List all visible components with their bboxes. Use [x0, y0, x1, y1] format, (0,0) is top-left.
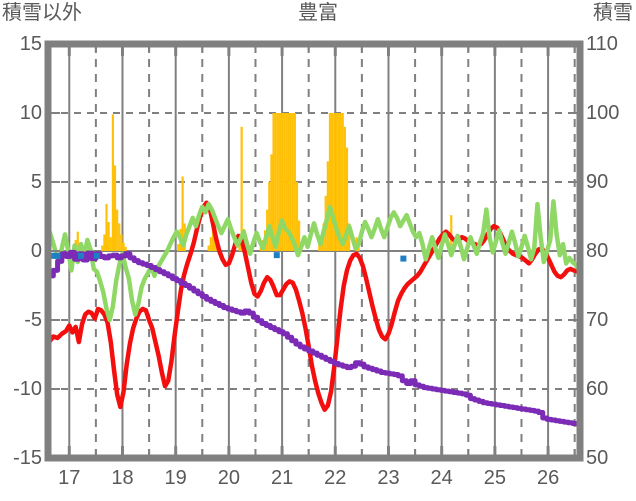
x-axis-tick-label: 25	[483, 467, 506, 489]
bar	[209, 237, 212, 251]
x-axis-tick-label: 22	[324, 467, 347, 489]
bar	[107, 222, 110, 251]
series-layer	[48, 113, 580, 427]
y2-axis-tick-label: 50	[586, 447, 609, 469]
bar	[101, 245, 104, 251]
bar	[295, 182, 299, 251]
bar	[293, 113, 296, 251]
bar	[240, 126, 243, 251]
bar	[318, 244, 321, 251]
bar	[343, 126, 346, 251]
frame-rect	[44, 40, 584, 462]
bar	[285, 113, 288, 251]
marker	[77, 252, 84, 259]
bar	[177, 244, 180, 251]
bar	[272, 113, 275, 251]
bar	[276, 113, 279, 251]
bar	[207, 245, 210, 251]
bar	[339, 113, 342, 251]
y-axis-tick-label: 0	[30, 240, 42, 262]
chart-title: 豊富	[298, 2, 338, 24]
x-axis-tick-label: 18	[111, 467, 134, 489]
y2-axis-tick-label: 70	[586, 309, 609, 331]
series-snow-depth-purple	[48, 249, 580, 427]
tick-marks	[51, 47, 577, 455]
y2-axis-tick-label: 80	[586, 240, 609, 262]
gridlines	[48, 44, 580, 458]
x-axis-tick-label: 19	[164, 467, 187, 489]
bar	[291, 113, 294, 251]
x-axis-tick-label: 21	[270, 467, 294, 489]
bar	[341, 113, 344, 251]
y-axis-tick-label: 15	[19, 33, 42, 55]
bar	[120, 234, 123, 251]
y2-axis-tick-label: 100	[586, 102, 620, 124]
series-marker-blue	[50, 252, 407, 262]
y2-axis-tick-label: 90	[586, 171, 609, 193]
bar	[76, 231, 79, 251]
bar	[337, 113, 340, 251]
bar	[333, 113, 336, 251]
bar	[287, 113, 290, 251]
marker	[273, 252, 280, 259]
bar	[213, 237, 217, 251]
y-axis-tick-label: -10	[13, 378, 42, 400]
y2-axis-tick-label: 110	[586, 33, 618, 55]
plot-frame	[44, 40, 584, 462]
x-axis-tick-label: 26	[536, 467, 560, 489]
bar	[109, 237, 112, 251]
marker	[54, 252, 61, 259]
y-axis-tick-label: 5	[30, 171, 42, 193]
right-axis-title: 積雪	[593, 2, 633, 24]
bar	[124, 246, 127, 251]
bar	[116, 209, 119, 251]
marker	[93, 252, 100, 259]
bar	[450, 215, 453, 251]
bar	[283, 113, 286, 251]
bar	[238, 242, 241, 251]
y-axis-tick-label: 10	[19, 102, 42, 124]
bar	[335, 113, 338, 251]
bar	[268, 182, 271, 251]
bar	[328, 113, 332, 251]
bar	[118, 223, 121, 251]
bar	[348, 223, 351, 251]
bar	[181, 176, 184, 251]
bar	[103, 234, 106, 251]
bar	[330, 113, 334, 251]
series-wind-green	[48, 199, 580, 323]
bar	[274, 113, 277, 251]
bar	[345, 147, 349, 251]
y-axis-tick-label: -5	[24, 309, 42, 331]
bar	[278, 113, 282, 251]
left-axis-title: 積雪以外	[2, 2, 82, 24]
bar	[298, 220, 301, 251]
marker	[400, 255, 407, 262]
y-axis-tick-label: -15	[13, 447, 42, 469]
x-axis-tick-label: 20	[217, 467, 240, 489]
bar	[122, 242, 125, 251]
bar	[211, 219, 215, 251]
x-axis-tick-label: 23	[377, 467, 400, 489]
bar	[270, 154, 273, 251]
bar	[113, 165, 117, 251]
x-axis-tick-label: 17	[58, 467, 81, 489]
bar	[105, 204, 108, 251]
bar	[289, 113, 292, 251]
marker	[50, 252, 57, 259]
bar	[111, 114, 115, 251]
y2-axis-tick-label: 60	[586, 378, 609, 400]
x-axis-tick-label: 24	[430, 467, 453, 489]
bar	[280, 113, 284, 251]
